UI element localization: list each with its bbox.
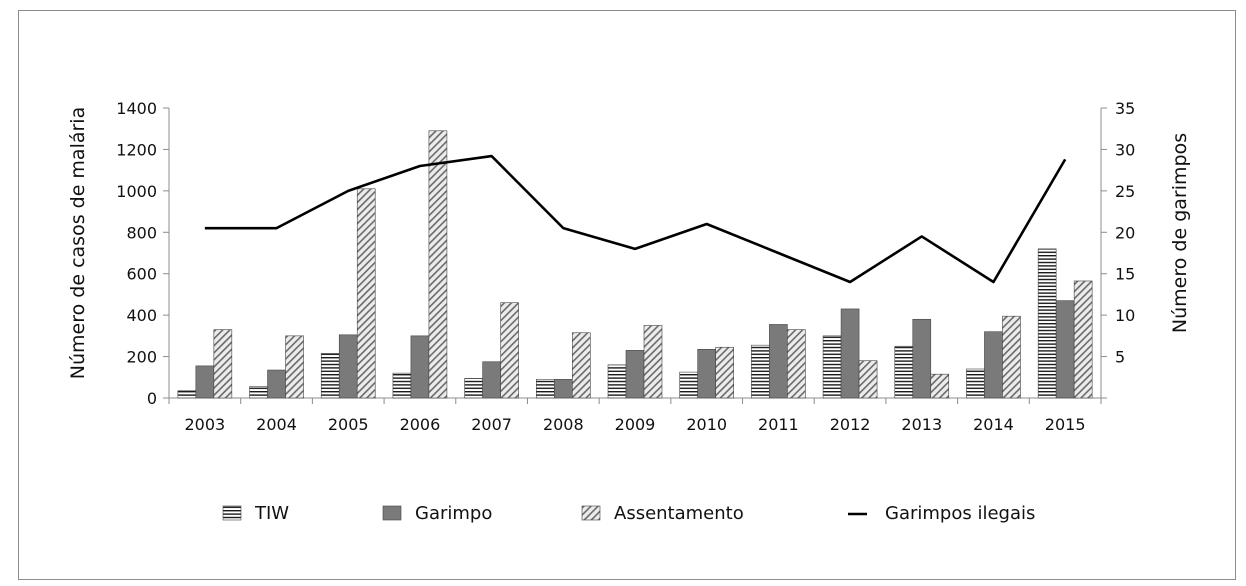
bar-tiw: [679, 371, 698, 399]
y-tick-label: 600: [126, 265, 157, 284]
bar-tiw: [966, 368, 985, 399]
bar-garimpo: [984, 331, 1003, 399]
bar-garimpo: [554, 379, 573, 399]
bar-assentamento: [715, 346, 734, 399]
bar-garimpo: [840, 308, 860, 399]
bar-tiw: [894, 345, 914, 399]
bar-tiw: [607, 364, 627, 399]
x-tick-label: 2010: [686, 415, 727, 434]
bar-garimpo: [338, 334, 358, 399]
bar-assentamento: [858, 360, 878, 399]
bar-assentamento: [213, 329, 233, 399]
bar-garimpo: [912, 318, 932, 399]
chart-frame: [18, 10, 1236, 580]
bar-garimpo: [769, 324, 788, 399]
y2-axis-title: Número de garimpos: [1169, 133, 1191, 333]
bar-assentamento: [787, 329, 806, 399]
y-tick-label: 1200: [116, 140, 157, 159]
bar-tiw: [392, 372, 412, 399]
y-tick-label: 200: [126, 348, 157, 367]
legend-swatch: [581, 505, 601, 521]
legend-label: Garimpos ilegais: [885, 503, 1035, 524]
legend-swatch: [382, 505, 402, 521]
x-tick-label: 2005: [328, 415, 369, 434]
bar-assentamento: [643, 325, 663, 399]
bar-garimpo: [1055, 300, 1075, 399]
bar-tiw: [822, 335, 842, 399]
legend-label: TIW: [254, 503, 289, 524]
x-tick-label: 2003: [184, 415, 225, 434]
y-tick-label: 800: [126, 223, 157, 242]
x-tick-label: 2007: [471, 415, 512, 434]
y-tick-label: 400: [126, 306, 157, 325]
bar-assentamento: [500, 302, 519, 399]
bar-garimpo: [410, 335, 430, 399]
y-tick-label: 1400: [116, 99, 157, 118]
legend-label: Garimpo: [415, 503, 492, 524]
y2-tick-label: 20: [1115, 223, 1135, 242]
bar-tiw: [464, 378, 483, 399]
bar-garimpo: [267, 369, 286, 399]
legend-swatch: [222, 505, 242, 521]
x-tick-label: 2014: [973, 415, 1014, 434]
x-tick-label: 2012: [830, 415, 871, 434]
bar-tiw: [177, 390, 197, 399]
y2-tick-label: 5: [1115, 348, 1125, 367]
bar-tiw: [751, 344, 770, 399]
bar-assentamento: [930, 373, 950, 399]
line-garimpos-ilegais: [204, 154, 1067, 284]
bar-tiw: [536, 379, 555, 399]
x-tick-label: 2015: [1045, 415, 1086, 434]
legend-label: Assentamento: [614, 503, 744, 524]
x-tick-label: 2004: [256, 415, 297, 434]
bar-tiw: [249, 386, 268, 399]
x-tick-label: 2006: [400, 415, 441, 434]
y2-tick-label: 35: [1115, 99, 1135, 118]
bar-garimpo: [195, 365, 215, 399]
bar-garimpo: [625, 350, 645, 399]
x-tick-label: 2009: [615, 415, 656, 434]
bar-assentamento: [428, 130, 448, 399]
bar-assentamento: [356, 188, 376, 399]
x-tick-label: 2008: [543, 415, 584, 434]
y2-tick-label: 25: [1115, 182, 1135, 201]
bar-assentamento: [572, 332, 591, 399]
bar-assentamento: [1073, 280, 1093, 399]
x-tick-label: 2011: [758, 415, 799, 434]
y2-tick-label: 10: [1115, 306, 1135, 325]
bar-assentamento: [1002, 315, 1021, 399]
y-tick-label: 0: [147, 389, 157, 408]
y-axis-title: Número de casos de malária: [67, 107, 89, 379]
bar-garimpo: [482, 361, 501, 399]
x-tick-label: 2013: [901, 415, 942, 434]
bar-tiw: [1037, 248, 1057, 399]
y-tick-label: 1000: [116, 182, 157, 201]
y2-tick-label: 30: [1115, 140, 1135, 159]
bar-garimpo: [697, 349, 716, 399]
bar-assentamento: [285, 335, 304, 399]
bar-tiw: [320, 353, 340, 399]
y2-tick-label: 15: [1115, 265, 1135, 284]
